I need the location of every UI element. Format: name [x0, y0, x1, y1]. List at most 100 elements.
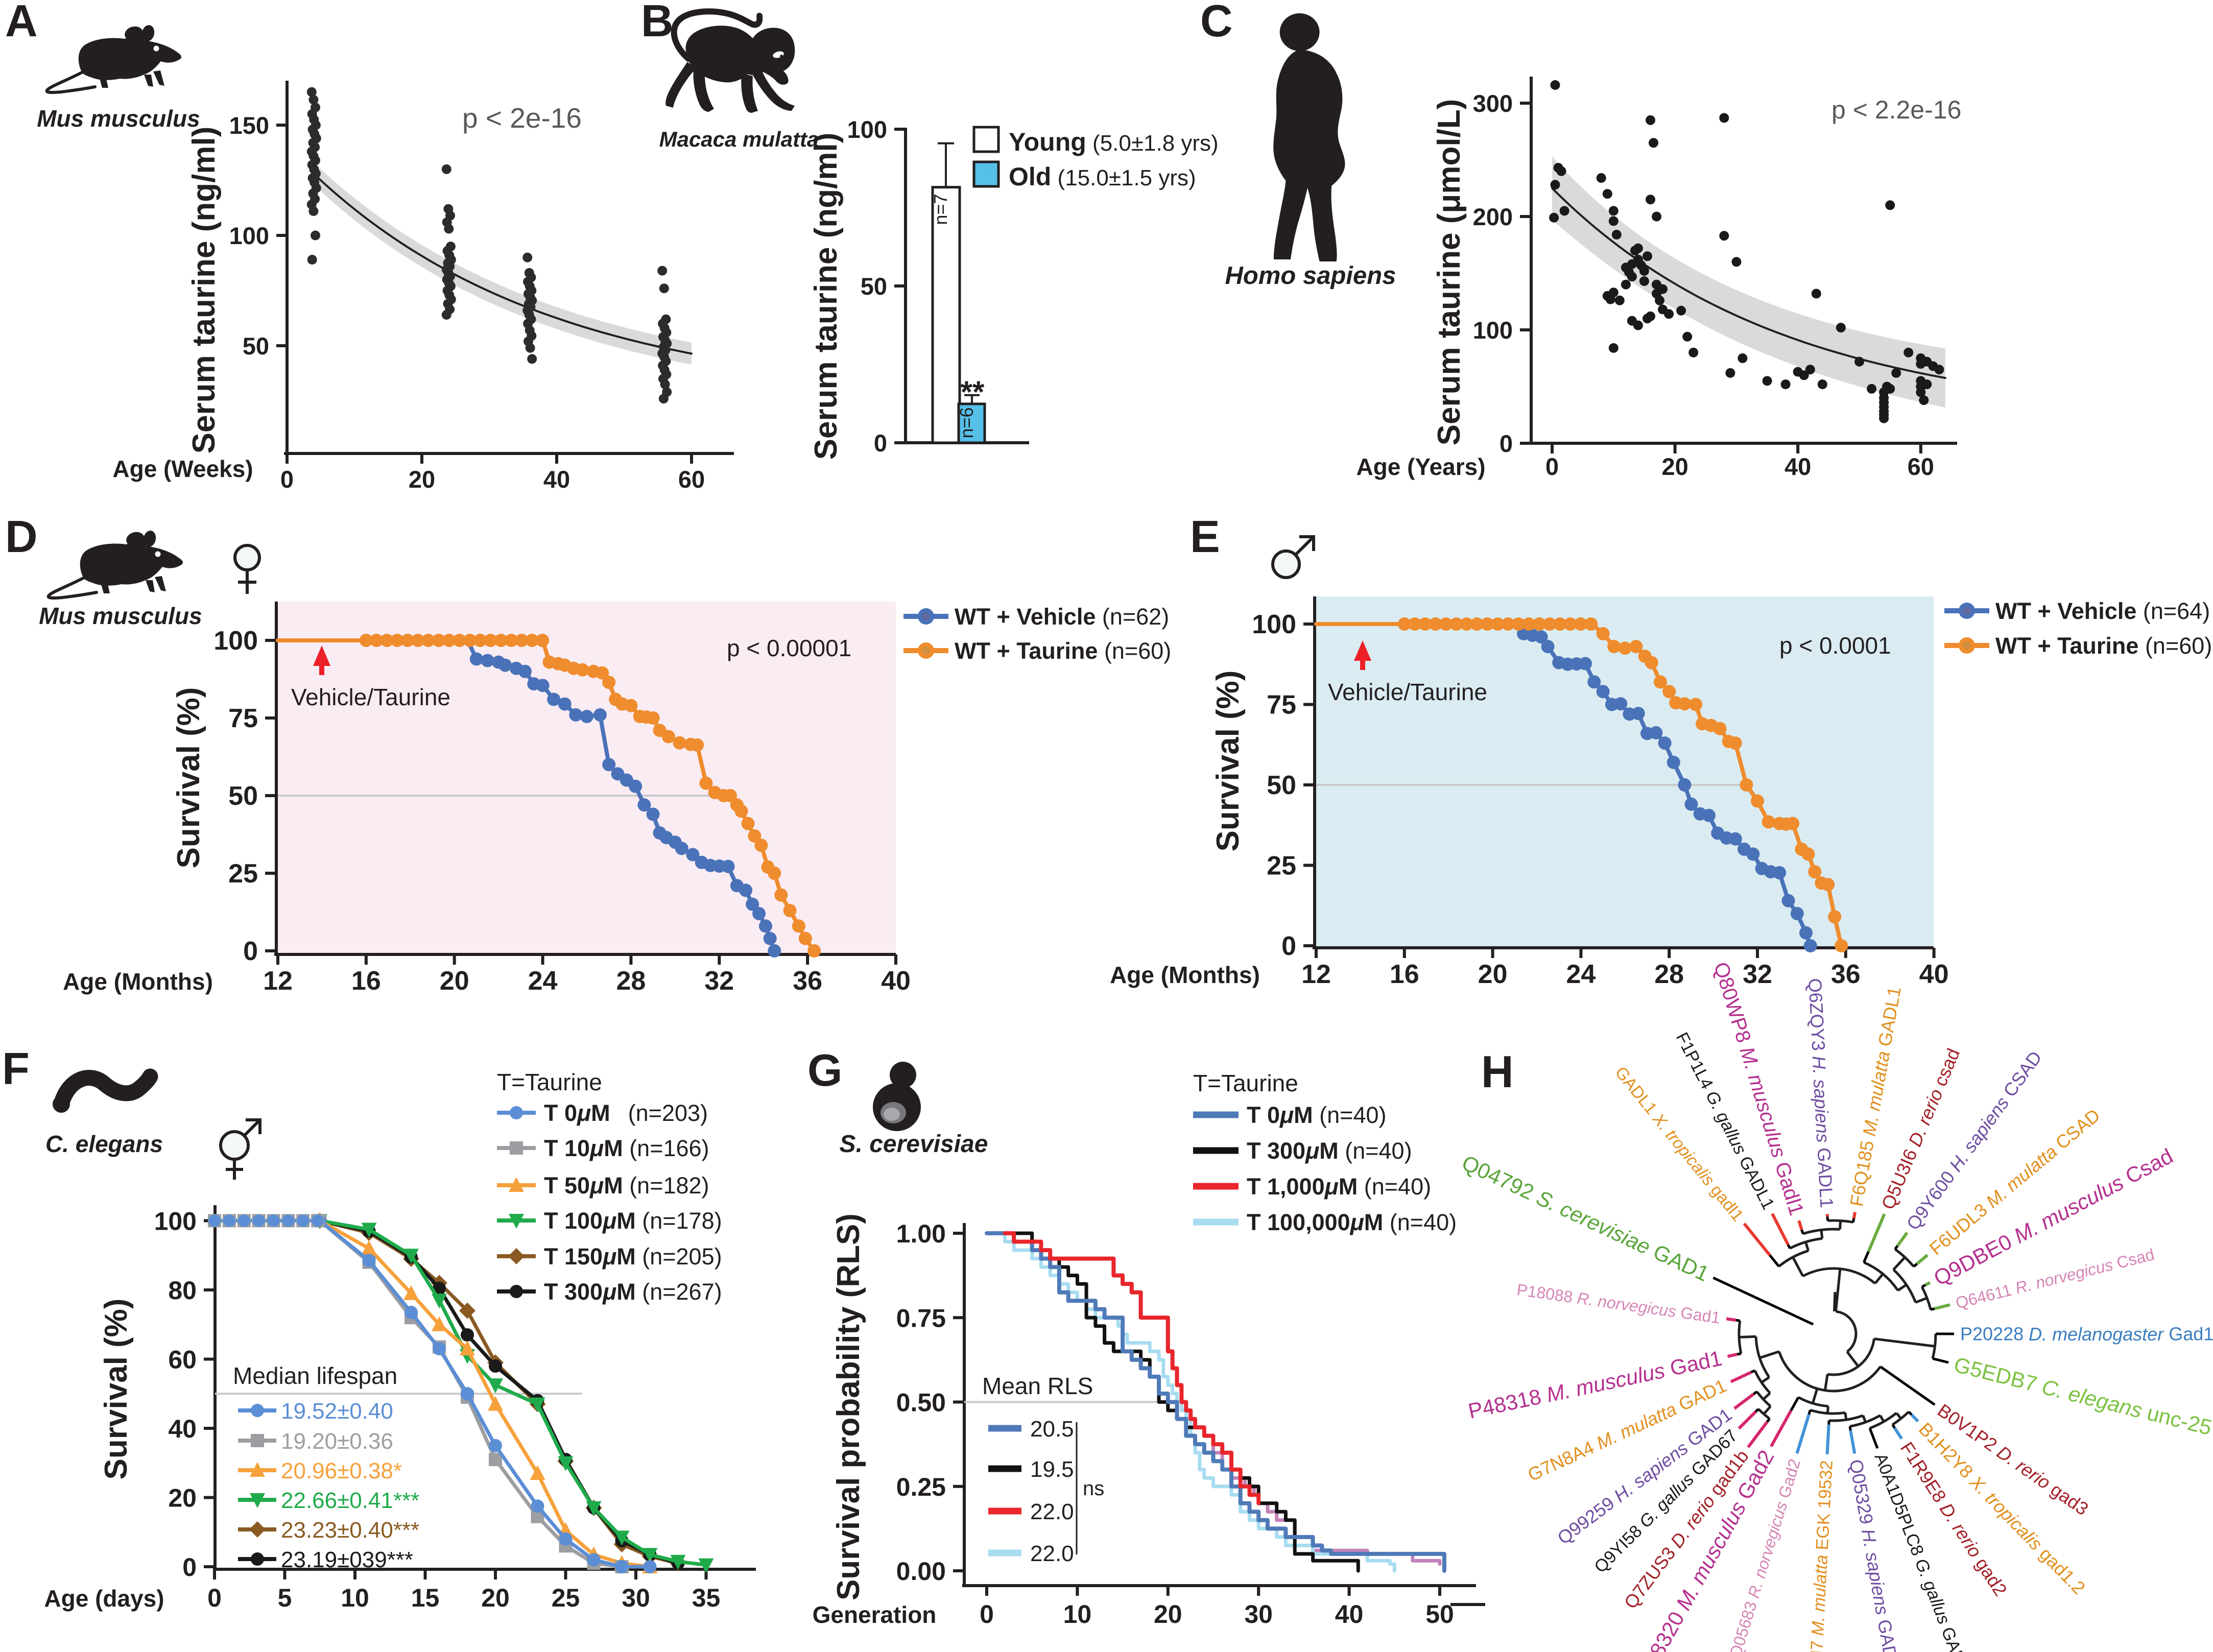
svg-text:36: 36 [1831, 960, 1861, 989]
svg-text:Age (Months): Age (Months) [1110, 962, 1260, 988]
svg-text:T=Taurine: T=Taurine [497, 1069, 602, 1095]
svg-text:A: A [5, 0, 38, 46]
svg-text:75: 75 [228, 704, 258, 733]
svg-text:Age (Weeks): Age (Weeks) [112, 456, 253, 482]
svg-text:12: 12 [1301, 960, 1331, 989]
svg-text:20: 20 [1478, 960, 1508, 989]
svg-text:19.52±0.40: 19.52±0.40 [281, 1399, 393, 1424]
svg-text:**: ** [961, 375, 985, 409]
svg-text:32: 32 [1743, 960, 1772, 989]
svg-text:19.5: 19.5 [1030, 1457, 1074, 1482]
svg-text:50: 50 [861, 273, 887, 300]
svg-text:T 300μM (n=40): T 300μM (n=40) [1247, 1138, 1412, 1164]
svg-text:22.0: 22.0 [1030, 1499, 1074, 1524]
svg-text:20: 20 [168, 1483, 197, 1512]
svg-text:60: 60 [168, 1345, 197, 1374]
svg-text:300: 300 [1473, 90, 1513, 117]
svg-text:25: 25 [552, 1584, 580, 1612]
svg-text:C. elegans: C. elegans [45, 1131, 163, 1157]
svg-text:40: 40 [1919, 960, 1949, 989]
svg-text:Survival (%): Survival (%) [171, 687, 206, 869]
svg-text:0.25: 0.25 [896, 1473, 946, 1501]
svg-text:P20228 D. melanogaster Gad1: P20228 D. melanogaster Gad1 [1960, 1324, 2213, 1345]
svg-text:80: 80 [168, 1276, 197, 1305]
svg-text:20: 20 [1661, 453, 1688, 480]
svg-text:Age (days): Age (days) [44, 1585, 164, 1612]
svg-text:20: 20 [440, 966, 469, 996]
svg-text:20: 20 [409, 466, 435, 493]
svg-text:WT + Taurine (n=60): WT + Taurine (n=60) [955, 638, 1171, 664]
svg-text:n=6: n=6 [956, 407, 977, 438]
svg-text:T=Taurine: T=Taurine [1193, 1070, 1298, 1096]
svg-text:S. cerevisiae: S. cerevisiae [840, 1131, 988, 1158]
svg-text:Macaca mulatta: Macaca mulatta [659, 127, 819, 151]
svg-text:0: 0 [207, 1584, 222, 1612]
svg-text:0: 0 [280, 466, 294, 493]
svg-text:p < 0.00001: p < 0.00001 [727, 635, 851, 661]
svg-text:50: 50 [243, 332, 269, 360]
svg-text:20: 20 [1154, 1600, 1182, 1629]
svg-text:50: 50 [1425, 1600, 1454, 1629]
svg-text:D: D [5, 511, 38, 562]
svg-text:24: 24 [1566, 960, 1596, 989]
svg-text:ns: ns [1083, 1477, 1104, 1500]
svg-text:Median lifespan: Median lifespan [233, 1362, 397, 1389]
svg-text:15: 15 [411, 1584, 440, 1612]
svg-text:0: 0 [1281, 931, 1296, 961]
svg-text:100: 100 [154, 1207, 197, 1235]
svg-text:10: 10 [1063, 1600, 1092, 1629]
svg-text:Old (15.0±1.5 yrs): Old (15.0±1.5 yrs) [1009, 162, 1196, 191]
svg-text:30: 30 [622, 1584, 650, 1612]
svg-text:T 0μM (n=203): T 0μM (n=203) [544, 1100, 708, 1126]
svg-text:Age (Months): Age (Months) [63, 968, 213, 995]
svg-text:0.50: 0.50 [896, 1388, 946, 1417]
svg-text:0.75: 0.75 [896, 1304, 946, 1332]
svg-text:p < 0.0001: p < 0.0001 [1779, 632, 1891, 659]
svg-text:p < 2.2e-16: p < 2.2e-16 [1831, 95, 1961, 124]
svg-text:WT + Vehicle (n=64): WT + Vehicle (n=64) [1995, 598, 2210, 624]
svg-text:19.20±0.36: 19.20±0.36 [281, 1429, 393, 1454]
svg-text:0: 0 [243, 937, 258, 966]
svg-text:T 100μM (n=178): T 100μM (n=178) [544, 1208, 722, 1234]
svg-text:5: 5 [278, 1584, 292, 1612]
svg-text:G: G [807, 1045, 842, 1095]
svg-text:200: 200 [1473, 203, 1513, 230]
svg-text:10: 10 [341, 1584, 369, 1612]
svg-text:60: 60 [1908, 453, 1934, 480]
svg-text:Young (5.0±1.8 yrs): Young (5.0±1.8 yrs) [1009, 128, 1219, 156]
svg-text:Homo sapiens: Homo sapiens [1225, 262, 1396, 290]
svg-text:20: 20 [481, 1584, 510, 1612]
svg-text:Survival (%): Survival (%) [1210, 671, 1246, 852]
svg-text:16: 16 [1390, 960, 1419, 989]
svg-text:Survival (%): Survival (%) [99, 1299, 134, 1480]
svg-text:F: F [2, 1043, 30, 1094]
svg-text:40: 40 [168, 1415, 197, 1443]
svg-text:25: 25 [1267, 851, 1296, 881]
svg-text:0.00: 0.00 [896, 1557, 946, 1586]
svg-text:Serum taurine (ng/ml): Serum taurine (ng/ml) [808, 133, 844, 460]
svg-text:Age (Years): Age (Years) [1356, 453, 1485, 480]
svg-text:1.00: 1.00 [896, 1219, 946, 1248]
svg-text:C: C [1200, 0, 1233, 46]
svg-text:0: 0 [182, 1553, 197, 1582]
svg-text:36: 36 [793, 966, 822, 996]
svg-text:Serum taurine (ng/ml): Serum taurine (ng/ml) [186, 127, 222, 454]
svg-text:100: 100 [1252, 610, 1296, 639]
svg-text:Mean RLS: Mean RLS [982, 1373, 1093, 1399]
svg-text:40: 40 [1784, 453, 1811, 480]
svg-text:Vehicle/Taurine: Vehicle/Taurine [291, 684, 450, 710]
svg-text:28: 28 [1654, 960, 1684, 989]
svg-text:100: 100 [229, 222, 269, 249]
svg-text:Vehicle/Taurine: Vehicle/Taurine [1328, 679, 1487, 705]
svg-text:Mus musculus: Mus musculus [37, 105, 200, 132]
svg-text:n=7: n=7 [930, 194, 951, 225]
svg-text:50: 50 [1267, 771, 1296, 800]
svg-text:40: 40 [1335, 1600, 1364, 1629]
svg-text:p < 2e-16: p < 2e-16 [462, 102, 582, 134]
svg-text:Generation: Generation [813, 1601, 937, 1628]
svg-text:T 0μM (n=40): T 0μM (n=40) [1247, 1102, 1387, 1128]
svg-text:100: 100 [213, 626, 258, 656]
svg-text:0: 0 [1545, 453, 1559, 480]
svg-text:0: 0 [980, 1600, 994, 1629]
svg-text:0: 0 [874, 429, 887, 457]
